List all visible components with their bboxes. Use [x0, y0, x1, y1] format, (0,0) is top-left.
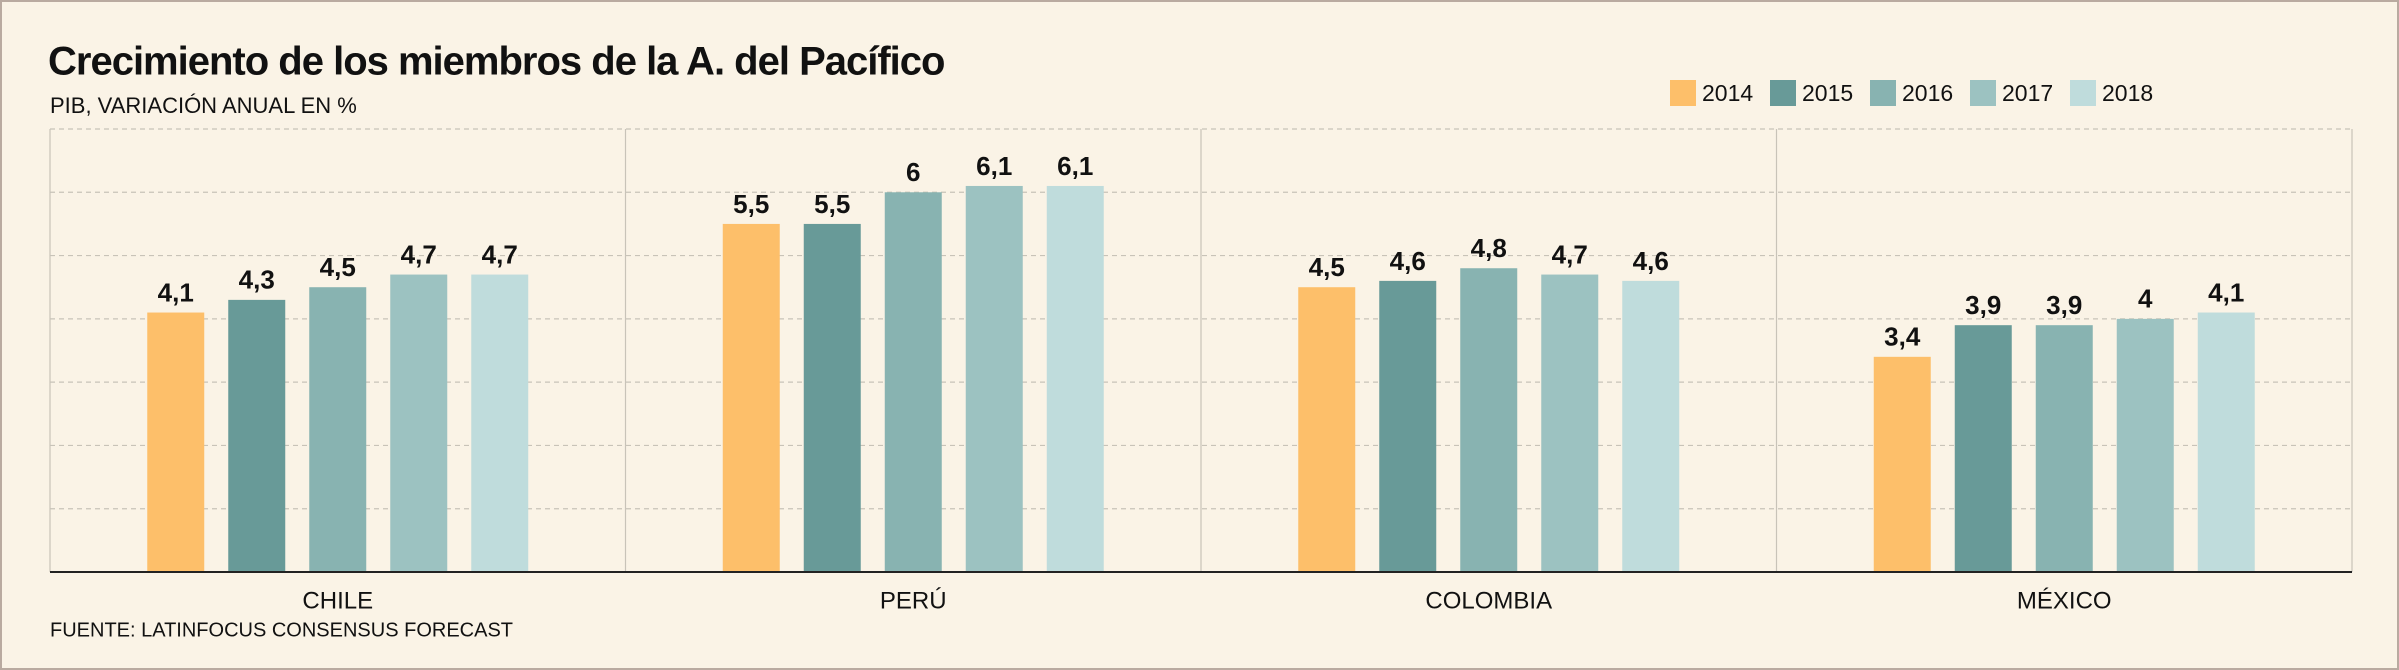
- legend-label: 2017: [2002, 80, 2053, 106]
- legend-label: 2018: [2102, 80, 2153, 106]
- x-tick-label: PERÚ: [880, 587, 947, 614]
- bar: [2035, 325, 2093, 572]
- bar: [1379, 280, 1437, 572]
- value-label: 4: [2138, 284, 2153, 314]
- legend-swatch: [1770, 80, 1796, 106]
- bar: [2197, 312, 2255, 572]
- legend-label: 2014: [1702, 80, 1753, 106]
- legend-swatch: [1670, 80, 1696, 106]
- bar: [1046, 185, 1104, 572]
- bar: [2116, 318, 2174, 572]
- bar: [803, 223, 861, 572]
- value-label: 6,1: [1057, 151, 1093, 181]
- bar: [228, 299, 286, 572]
- legend-swatch: [2070, 80, 2096, 106]
- legend-swatch: [1870, 80, 1896, 106]
- value-label: 4,5: [1309, 252, 1345, 282]
- bar: [722, 223, 780, 572]
- value-label: 4,7: [482, 239, 518, 269]
- value-label: 4,5: [320, 252, 356, 282]
- value-label: 4,6: [1390, 246, 1426, 276]
- value-label: 3,9: [1965, 290, 2001, 320]
- value-label: 5,5: [814, 189, 850, 219]
- bar: [471, 274, 529, 572]
- value-label: 4,1: [2208, 277, 2244, 307]
- value-label: 6,1: [976, 151, 1012, 181]
- bar: [1460, 268, 1518, 572]
- bar: [390, 274, 448, 572]
- value-label: 4,6: [1633, 246, 1669, 276]
- legend-label: 2015: [1802, 80, 1853, 106]
- value-label: 4,7: [401, 239, 437, 269]
- legend-swatch: [1970, 80, 1996, 106]
- x-tick-label: MÉXICO: [2017, 587, 2112, 614]
- bar: [965, 185, 1023, 572]
- value-label: 6: [906, 157, 920, 187]
- bar: [1622, 280, 1680, 572]
- bar: [1541, 274, 1599, 572]
- value-label: 4,8: [1471, 233, 1507, 263]
- x-tick-label: CHILE: [302, 587, 373, 614]
- value-label: 3,4: [1884, 322, 1921, 352]
- legend-label: 2016: [1902, 80, 1953, 106]
- bar: [1954, 325, 2012, 572]
- bar: [1298, 287, 1356, 572]
- bar: [309, 287, 367, 572]
- chart-title: Crecimiento de los miembros de la A. del…: [48, 40, 944, 84]
- bar: [1873, 356, 1931, 572]
- chart-subtitle: PIB, VARIACIÓN ANUAL EN %: [50, 93, 357, 118]
- value-label: 4,1: [158, 277, 194, 307]
- bar: [147, 312, 205, 572]
- bar: [884, 192, 942, 573]
- value-label: 5,5: [733, 189, 769, 219]
- x-tick-label: COLOMBIA: [1425, 587, 1552, 614]
- source-note: FUENTE: LATINFOCUS CONSENSUS FORECAST: [50, 619, 513, 641]
- value-label: 4,3: [239, 265, 275, 295]
- value-label: 4,7: [1552, 239, 1588, 269]
- value-label: 3,9: [2046, 290, 2082, 320]
